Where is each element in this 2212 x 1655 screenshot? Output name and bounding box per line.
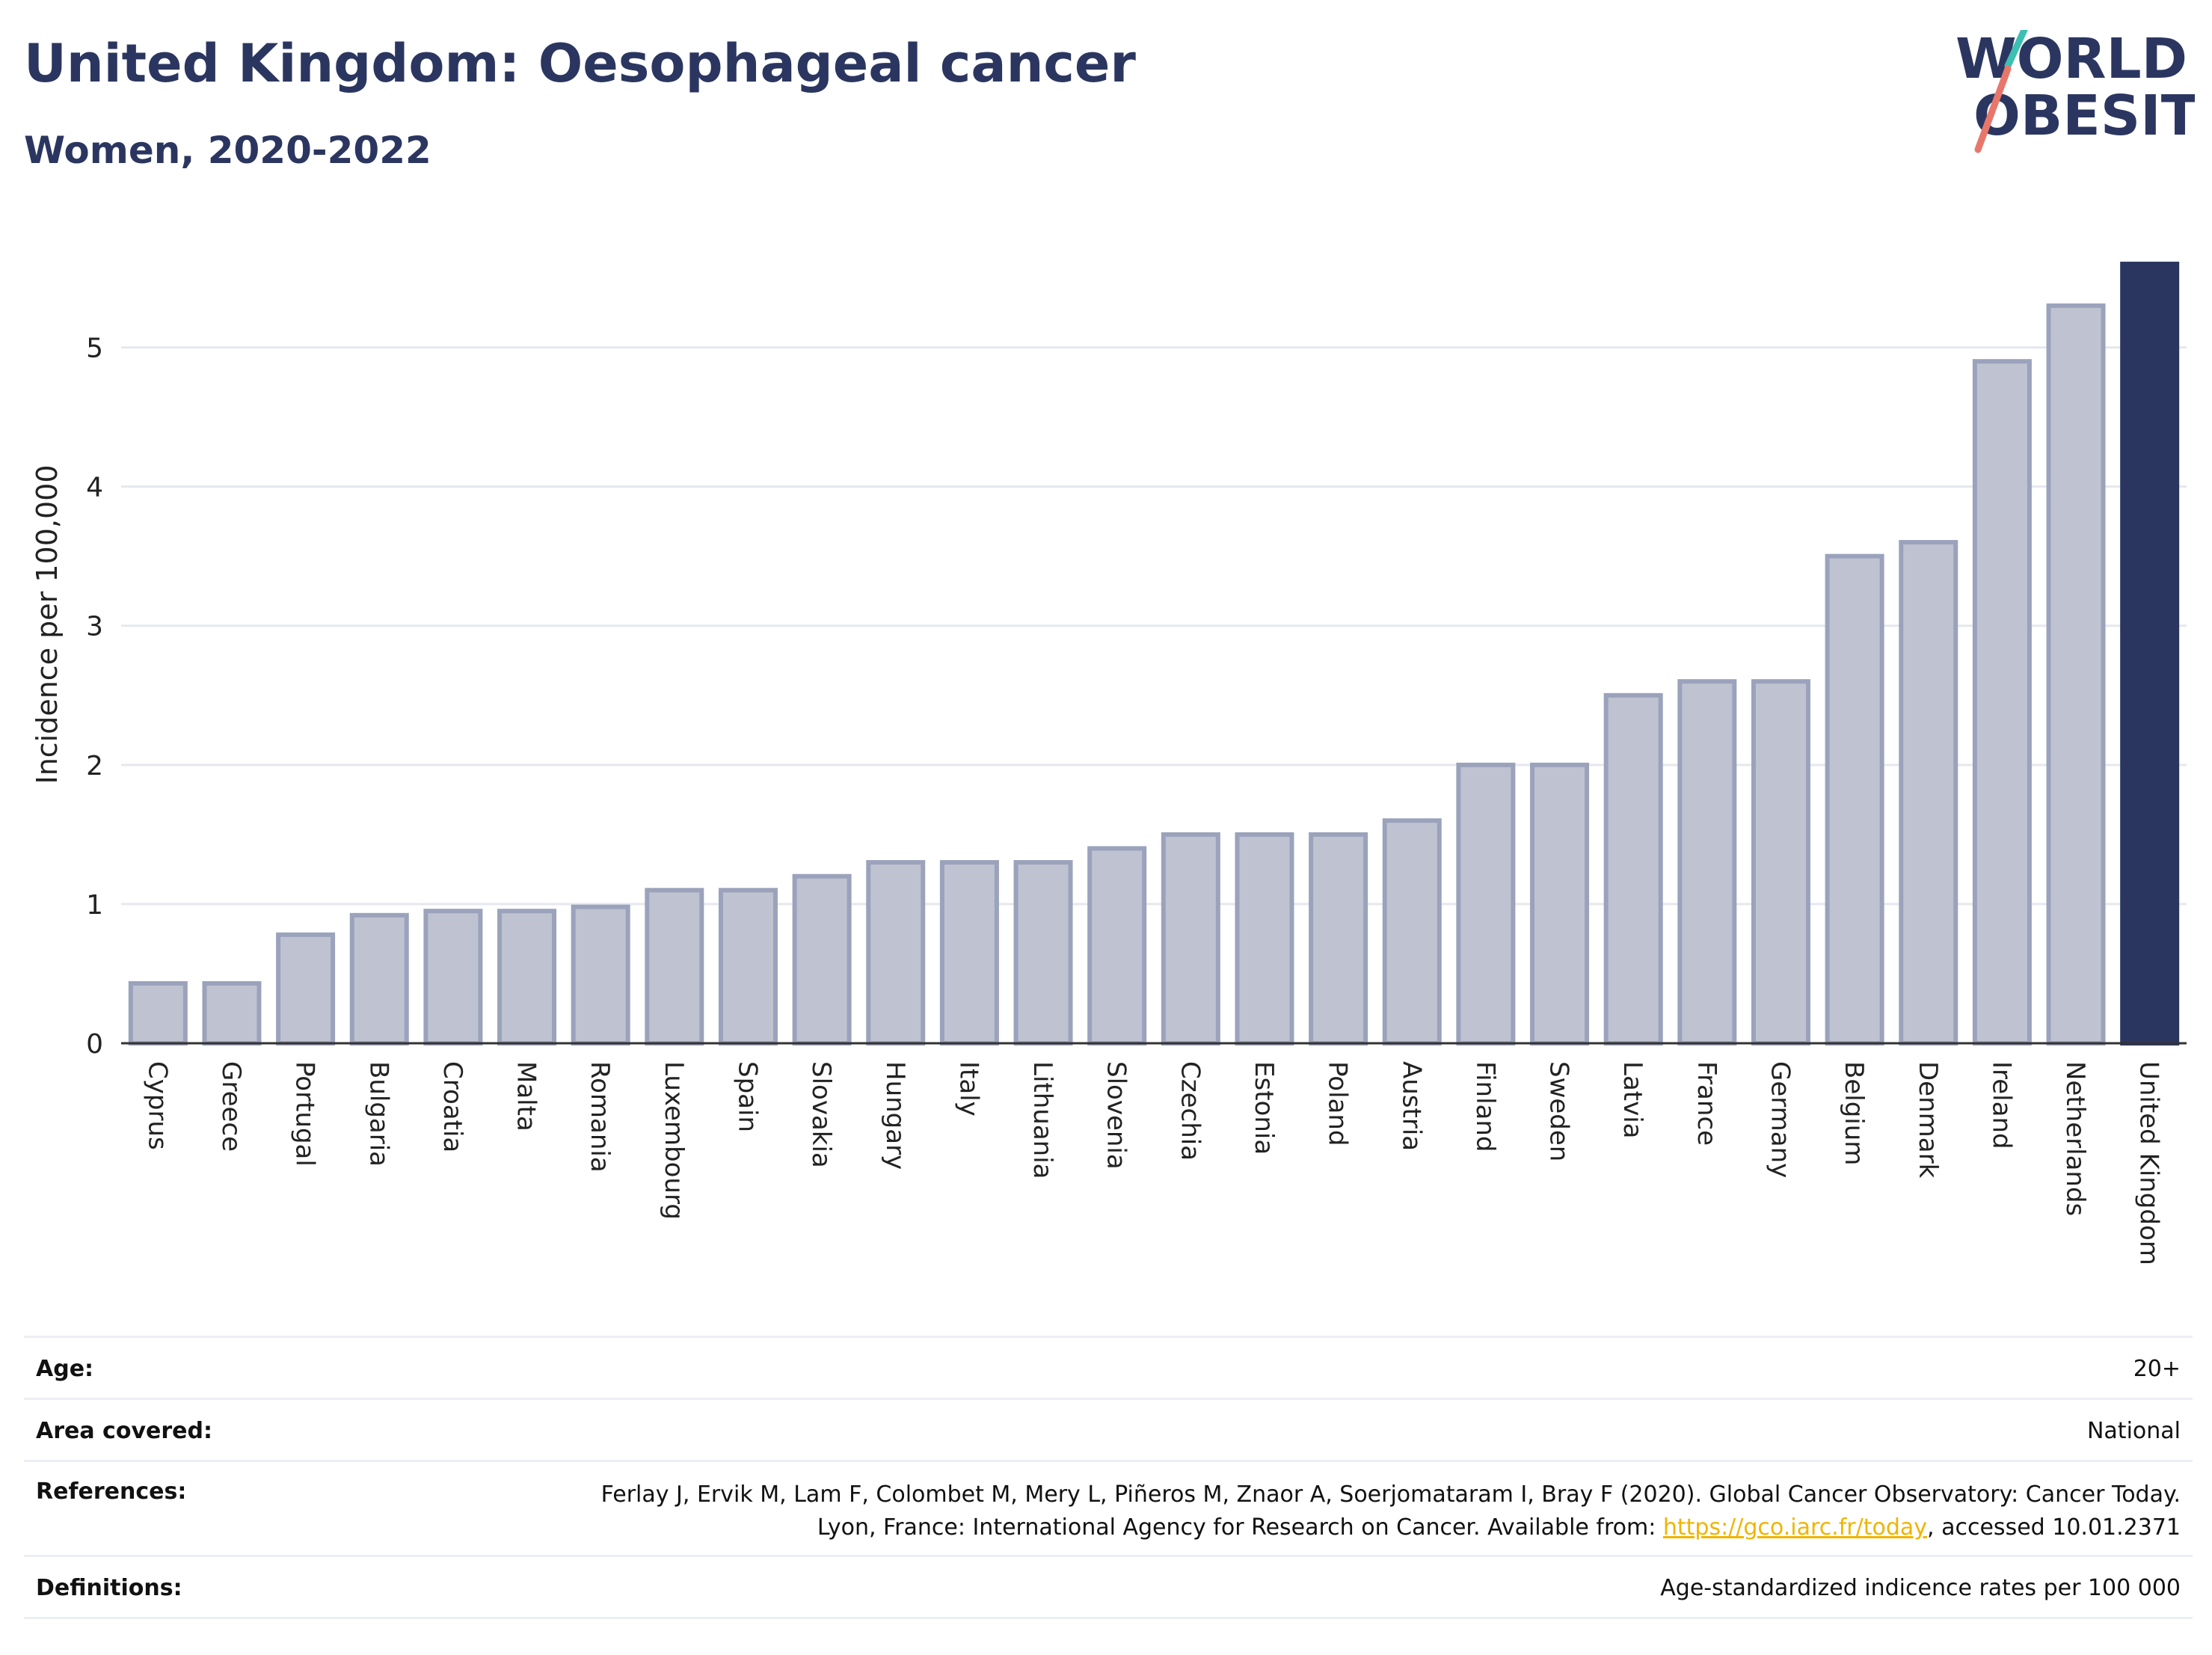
y-tick-label: 1 [86,890,103,921]
y-tick-label: 3 [86,612,103,642]
area-label: Area covered: [36,1418,212,1444]
x-tick-label: Germany [1765,1061,1795,1178]
y-tick-label: 2 [86,751,103,782]
x-tick-label: Spain [732,1061,762,1132]
x-tick-label: France [1692,1061,1721,1146]
bar-malta [497,909,557,1046]
bars [128,261,2180,1046]
x-tick-label: Portugal [290,1061,320,1167]
bar-italy [939,860,999,1045]
x-tick-label: Austria [1396,1061,1426,1151]
bar-belgium [1825,553,1884,1045]
x-tick-label: Lithuania [1027,1061,1057,1179]
bar-luxembourg [645,888,704,1045]
x-tick-label: Estonia [1249,1061,1279,1155]
bar-estonia [1235,832,1294,1045]
bar-spain [718,888,778,1045]
x-tick-label: Finland [1470,1061,1500,1152]
x-tick-label: Ireland [1986,1061,2016,1149]
bar-poland [1309,832,1368,1045]
info-row-definitions: Definitions: Age-standardized indicence … [24,1555,2193,1619]
bar-lithuania [1013,860,1073,1045]
logo-word-world: WORLD [1956,30,2187,91]
bar-hungary [866,860,926,1045]
x-tick-label: Hungary [880,1061,910,1170]
x-tick-label: Greece [216,1061,246,1152]
info-table: Age: 20+ Area covered: National Referenc… [24,1336,2193,1619]
y-tick-label: 0 [86,1029,103,1060]
x-tick-label: Latvia [1617,1061,1647,1139]
references-text-before: Ferlay J, Ervik M, Lam F, Colombet M, Me… [600,1481,2181,1541]
bar-sweden [1530,762,1590,1046]
bar-latvia [1603,693,1663,1045]
x-tick-label: United Kingdom [2134,1061,2164,1265]
x-tick-label: Poland [1323,1061,1353,1146]
bar-greece [202,980,262,1046]
bar-netherlands [2046,303,2106,1045]
chart-title: United Kingdom: Oesophageal cancer [24,33,1136,94]
age-value: 20+ [2133,1356,2181,1382]
age-label: Age: [36,1356,94,1382]
bar-finland [1456,762,1516,1046]
x-tick-label: Czechia [1175,1061,1205,1161]
y-axis-ticks: 0 1 2 3 4 5 [86,334,103,1060]
x-tick-label: Belgium [1839,1061,1869,1165]
bar-cyprus [128,980,188,1046]
bar-bulgaria [349,912,409,1046]
logo-slash-coral [1974,65,2012,153]
info-row-area: Area covered: National [24,1398,2193,1460]
y-axis-label: Incidence per 100,000 [31,464,64,784]
bar-chart: 0 1 2 3 4 5 Cyprus Greece Portugal Bulgaria Croat… [31,261,2187,1265]
bar-united-kingdom [2120,261,2180,1045]
info-row-age: Age: 20+ [24,1336,2193,1398]
bar-germany [1751,679,1810,1045]
bar-portugal [276,932,336,1045]
x-tick-label: Italy [953,1061,983,1117]
world-obesity-logo: WORLD OBESITY [1956,30,2195,153]
x-tick-label: Luxembourg [659,1061,689,1220]
references-value: Ferlay J, Ervik M, Lam F, Colombet M, Me… [535,1479,2181,1544]
bar-slovenia [1087,846,1147,1045]
references-label: References: [36,1479,187,1505]
x-tick-label: Croatia [437,1061,467,1152]
logo-word-obesity: OBESITY [1973,84,2195,148]
bar-france [1677,679,1737,1045]
bar-croatia [423,909,483,1046]
x-tick-label: Malta [511,1061,541,1132]
logo-slash-teal [2004,30,2028,70]
references-link[interactable]: https://gco.iarc.fr/today [1662,1514,1928,1541]
bar-austria [1382,818,1442,1045]
x-tick-label: Slovenia [1102,1061,1131,1170]
x-tick-label: Bulgaria [363,1061,393,1167]
x-tick-label: Denmark [1913,1061,1943,1179]
y-tick-label: 4 [86,473,103,503]
x-tick-label: Romania [585,1061,615,1173]
bar-slovakia [792,873,852,1046]
bar-romania [571,904,630,1045]
bar-czechia [1161,832,1220,1045]
x-tick-label: Cyprus [142,1061,172,1150]
x-tick-label: Sweden [1544,1061,1574,1161]
definitions-label: Definitions: [36,1575,182,1601]
area-value: National [2086,1418,2181,1444]
x-tick-label: Netherlands [2060,1061,2090,1216]
bar-denmark [1899,540,1958,1045]
y-tick-label: 5 [86,334,103,364]
info-row-references: References: Ferlay J, Ervik M, Lam F, Co… [24,1460,2193,1555]
definitions-value: Age-standardized indicence rates per 100… [1660,1575,2181,1601]
bar-ireland [1972,359,2032,1046]
chart-subtitle: Women, 2020-2022 [24,129,431,172]
references-text-after: , accessed 10.01.2371 [1927,1514,2181,1541]
x-tick-label: Slovakia [806,1061,836,1168]
x-axis-ticks: Cyprus Greece Portugal Bulgaria Croatia Malta… [142,1061,2163,1265]
